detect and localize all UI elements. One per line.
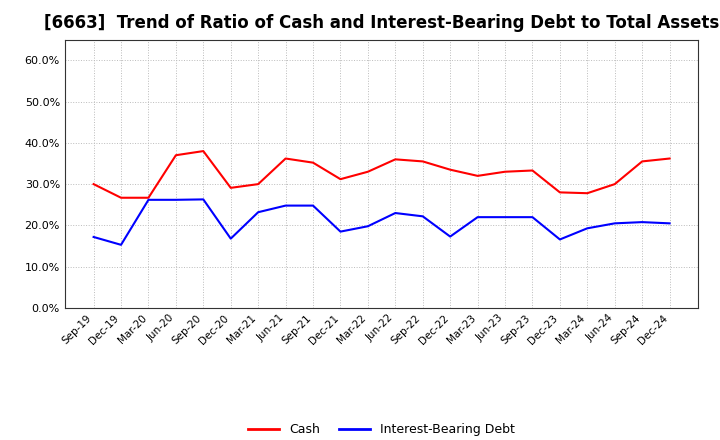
Legend: Cash, Interest-Bearing Debt: Cash, Interest-Bearing Debt: [243, 418, 520, 440]
Title: [6663]  Trend of Ratio of Cash and Interest-Bearing Debt to Total Assets: [6663] Trend of Ratio of Cash and Intere…: [44, 15, 719, 33]
